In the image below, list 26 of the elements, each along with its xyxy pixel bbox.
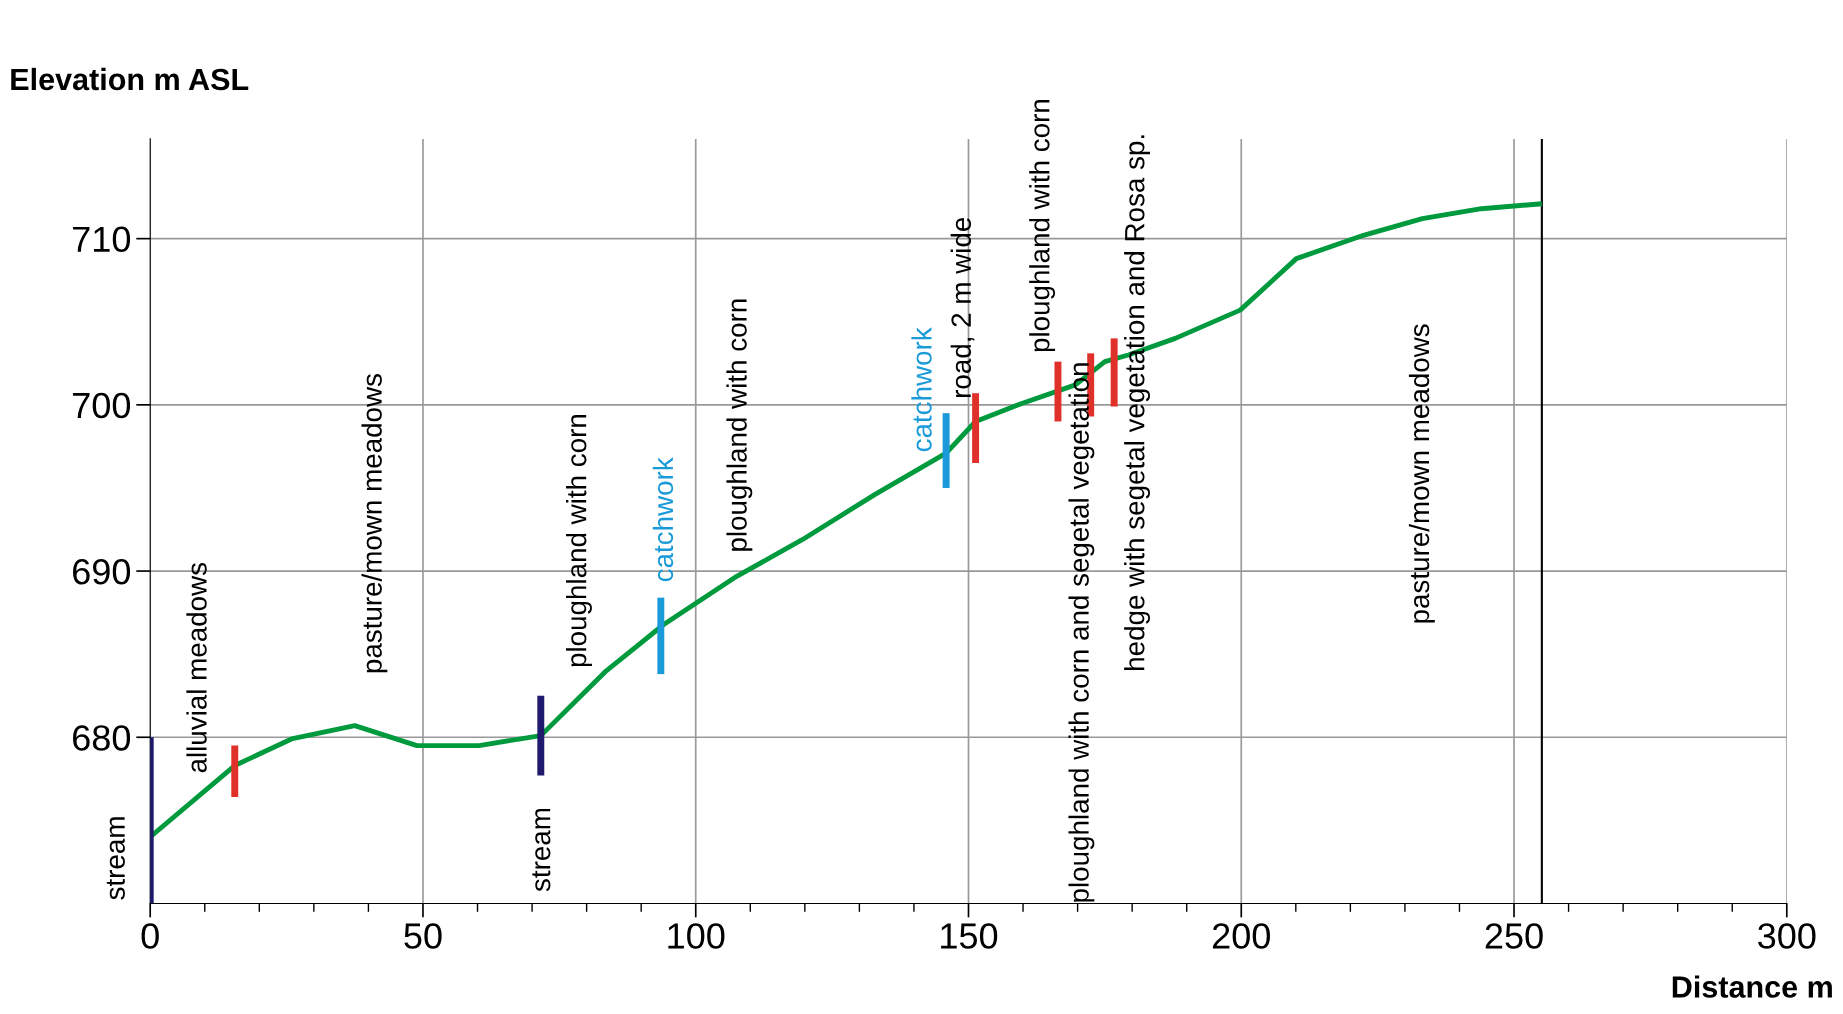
x-tick-label: 300	[1758, 923, 1816, 949]
annotation: alluvial meadows	[186, 562, 207, 773]
annotation: ploughland with corn	[566, 414, 592, 667]
annotation: catchwork	[652, 457, 674, 582]
y-axis-title: Elevation m ASL	[11, 67, 249, 91]
annotation: ploughland with corn	[1029, 100, 1056, 352]
y-tick-label: 680	[73, 725, 131, 751]
y-tick-label: 690	[73, 558, 131, 585]
x-tick-label: 250	[1485, 923, 1543, 949]
y-tick-label: 700	[73, 392, 131, 419]
annotation: hedge with segetal vegetation and Rosa sp.	[1124, 135, 1151, 670]
x-tick-label: 150	[941, 923, 998, 949]
text: stream	[106, 817, 125, 900]
x-axis-title: Distance m	[1672, 975, 1832, 998]
annotation: stream	[532, 808, 551, 892]
x-tick-label: 100	[668, 923, 725, 949]
annotation: catchwork	[911, 327, 932, 452]
x-tick-label: 200	[1212, 923, 1270, 949]
annotation: pasture/mown meadows	[361, 374, 388, 673]
x-tick-label: 0	[141, 923, 159, 949]
y-tick-label: 710	[73, 226, 131, 253]
x-tick-label: 50	[404, 923, 442, 949]
annotation: ploughland with corn and segetal vegetation	[1068, 363, 1095, 902]
annotation: ploughland with corn	[726, 299, 753, 551]
annotation: road, 2 m wide	[950, 217, 975, 398]
annotation: pasture/mown meadows	[1408, 324, 1435, 623]
